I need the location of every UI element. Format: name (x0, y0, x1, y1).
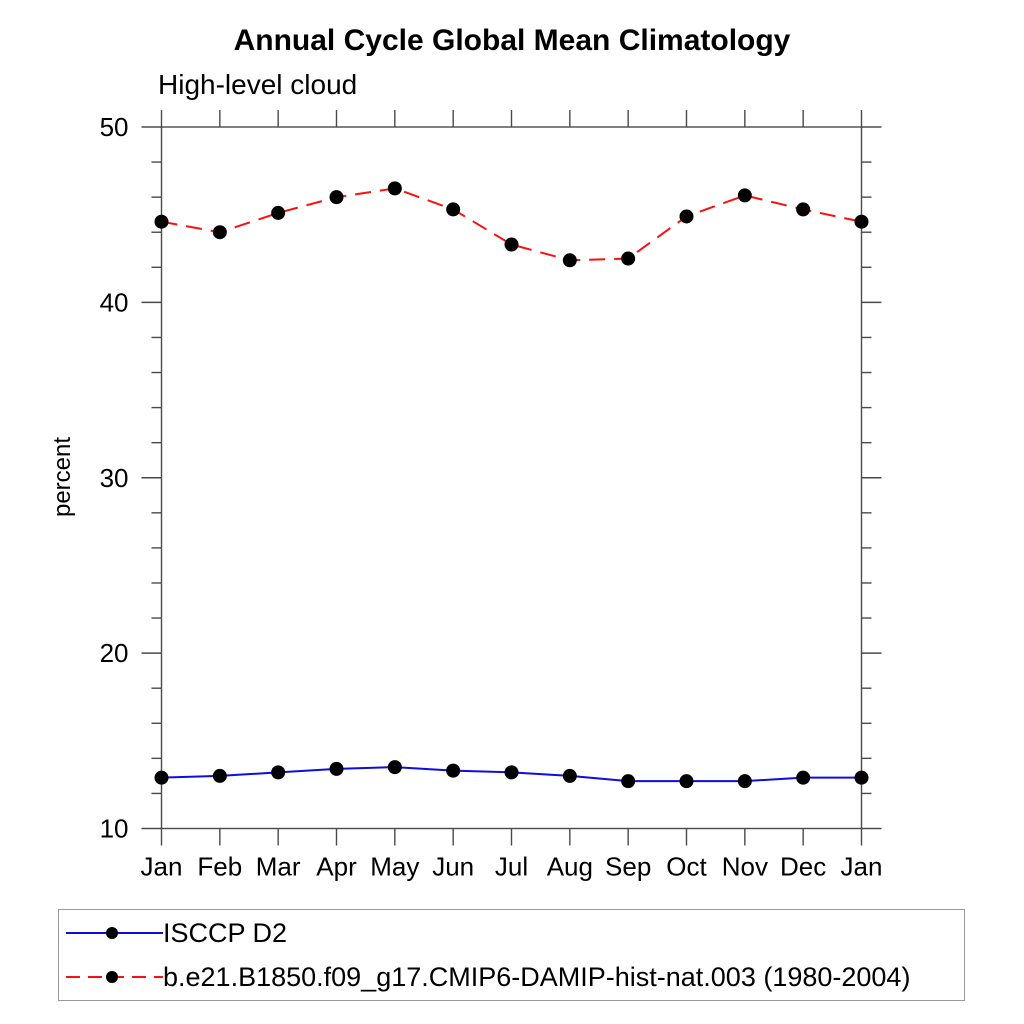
svg-text:Dec: Dec (780, 852, 826, 882)
legend-dashed-line-marker-icon (66, 971, 163, 983)
chart-subtitle: High-level cloud (158, 69, 358, 100)
legend-label-model: b.e21.B1850.f09_g17.CMIP6-DAMIP-hist-nat… (163, 962, 911, 992)
svg-text:30: 30 (100, 463, 129, 493)
legend-item-model: b.e21.B1850.f09_g17.CMIP6-DAMIP-hist-nat… (66, 962, 964, 992)
svg-text:Jul: Jul (495, 852, 528, 882)
svg-text:Mar: Mar (256, 852, 301, 882)
svg-text:Jan: Jan (141, 852, 183, 882)
svg-text:Feb: Feb (197, 852, 242, 882)
svg-text:May: May (370, 852, 419, 882)
svg-text:Jan: Jan (841, 852, 883, 882)
svg-text:50: 50 (100, 112, 129, 142)
svg-text:40: 40 (100, 287, 129, 317)
svg-text:20: 20 (100, 638, 129, 668)
chart-title: Annual Cycle Global Mean Climatology (233, 24, 791, 57)
svg-text:Sep: Sep (605, 852, 651, 882)
svg-text:Apr: Apr (316, 852, 357, 882)
svg-text:Aug: Aug (547, 852, 593, 882)
legend-label-isccp: ISCCP D2 (163, 918, 288, 948)
svg-text:Nov: Nov (722, 852, 768, 882)
svg-text:Oct: Oct (666, 852, 707, 882)
legend-solid-line-marker-icon (66, 927, 163, 939)
legend-item-isccp: ISCCP D2 (66, 918, 964, 948)
legend: ISCCP D2 b.e21.B1850.f09_g17.CMIP6-DAMIP… (58, 909, 965, 1001)
svg-text:Jun: Jun (432, 852, 474, 882)
svg-text:10: 10 (100, 814, 129, 844)
